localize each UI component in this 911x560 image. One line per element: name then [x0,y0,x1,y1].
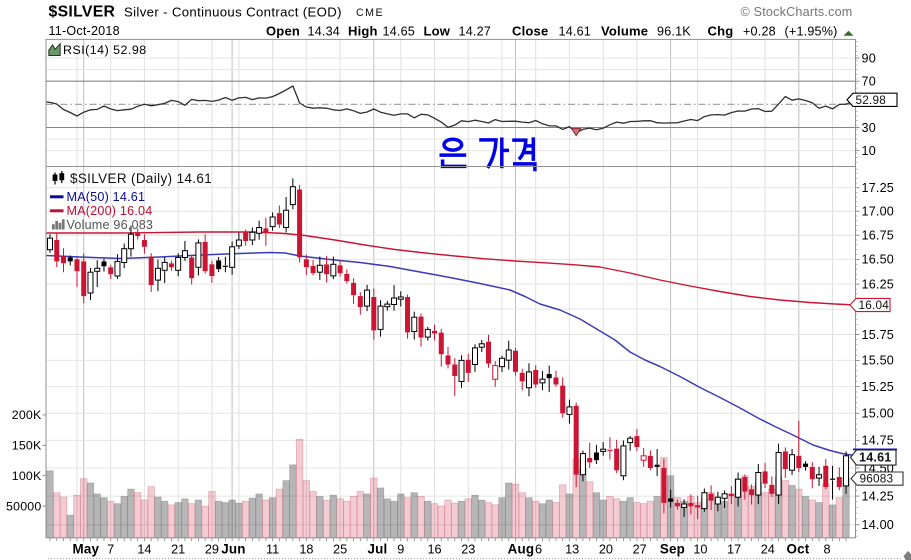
svg-text:11-Oct-2018: 11-Oct-2018 [49,24,120,38]
svg-text:14.27: 14.27 [459,25,492,39]
svg-text:14.65: 14.65 [383,25,416,39]
svg-text:90: 90 [862,51,876,65]
svg-text:© StockCharts.com: © StockCharts.com [740,5,852,19]
svg-text:17: 17 [727,543,741,557]
svg-text:14.25: 14.25 [862,489,895,503]
svg-text:14.75: 14.75 [862,434,895,448]
svg-text:14.00: 14.00 [862,518,895,532]
svg-text:Chg: Chg [708,24,734,39]
svg-text:15.75: 15.75 [862,328,895,342]
svg-text:13: 13 [565,543,579,557]
svg-text:16.04: 16.04 [859,298,890,312]
svg-text:Close: Close [512,24,548,39]
svg-text:17.25: 17.25 [862,181,895,195]
svg-text:10: 10 [862,144,876,158]
svg-text:High: High [348,24,378,39]
svg-text:(+1.95%): (+1.95%) [785,25,838,39]
svg-text:9: 9 [397,543,404,557]
svg-text:29: 29 [205,543,219,557]
svg-text:Volume: Volume [601,24,648,39]
svg-text:15.25: 15.25 [862,380,895,394]
svg-text:24: 24 [761,543,775,557]
svg-text:MA(200) 16.04: MA(200) 16.04 [67,204,153,218]
svg-text:27: 27 [633,543,647,557]
svg-text:Jul: Jul [368,542,388,557]
svg-text:16.25: 16.25 [862,277,895,291]
svg-text:Open: Open [266,24,300,39]
svg-text:6: 6 [535,543,542,557]
svg-text:14.61: 14.61 [559,25,592,39]
svg-text:21: 21 [171,543,185,557]
svg-text:$SILVER: $SILVER [49,4,116,21]
svg-text:Silver - Continuous Contract (: Silver - Continuous Contract (EOD) [124,5,342,20]
svg-text:14.61: 14.61 [859,451,892,465]
svg-text:May: May [72,542,99,557]
svg-text:52.98: 52.98 [856,93,887,107]
svg-text:$SILVER (Daily) 14.61: $SILVER (Daily) 14.61 [70,171,212,186]
svg-text:96.1K: 96.1K [657,25,691,39]
svg-text:Sep: Sep [660,542,685,557]
svg-text:15.00: 15.00 [862,407,895,421]
svg-text:Aug: Aug [508,542,535,557]
svg-text:50000: 50000 [6,499,41,513]
svg-text:16.50: 16.50 [862,253,895,267]
svg-text:23: 23 [461,543,475,557]
svg-text:100K: 100K [12,469,42,483]
svg-text:MA(50) 14.61: MA(50) 14.61 [67,190,146,204]
svg-text:14.34: 14.34 [308,25,341,39]
svg-text:Volume 96,083: Volume 96,083 [67,218,154,232]
svg-text:25: 25 [333,543,347,557]
svg-text:150K: 150K [12,439,42,453]
svg-text:96083: 96083 [860,472,894,486]
svg-text:7: 7 [107,543,114,557]
svg-text:11: 11 [266,543,279,557]
svg-text:16: 16 [427,543,441,557]
svg-text:70: 70 [862,75,876,89]
svg-text:30: 30 [862,121,876,135]
svg-text:200K: 200K [12,408,42,422]
svg-text:Oct: Oct [787,542,810,557]
svg-text:15.50: 15.50 [862,354,895,368]
svg-text:14: 14 [137,543,151,557]
svg-text:+0.28: +0.28 [743,25,776,39]
svg-text:20: 20 [599,543,613,557]
svg-text:10: 10 [693,543,707,557]
svg-text:RSI(14) 52.98: RSI(14) 52.98 [63,43,147,57]
svg-text:17.00: 17.00 [862,205,895,219]
svg-text:CME: CME [356,7,384,19]
svg-text:8: 8 [823,543,830,557]
svg-text:18: 18 [299,543,313,557]
svg-text:16.75: 16.75 [862,229,895,243]
svg-text:Jun: Jun [221,542,245,557]
svg-text:Low: Low [424,24,451,39]
